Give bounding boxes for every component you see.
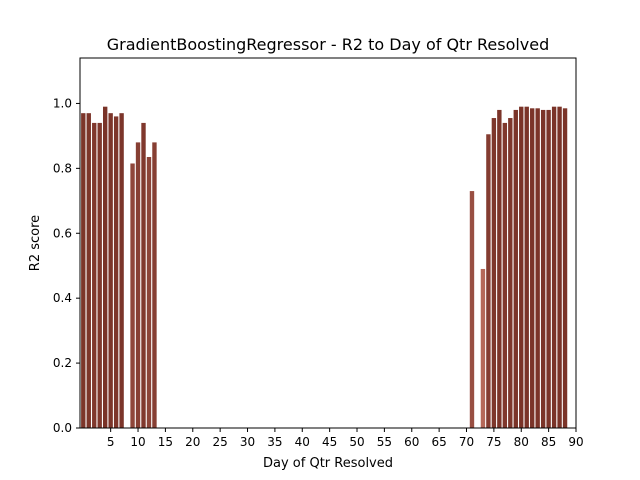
y-tick-label: 0.6 — [53, 226, 72, 240]
x-tick-label: 20 — [185, 435, 200, 449]
x-tick-label: 55 — [377, 435, 392, 449]
bar-day-13 — [152, 142, 157, 428]
bar-day-76 — [497, 109, 502, 429]
y-tick-label: 0.4 — [53, 291, 72, 305]
x-tick-label: 90 — [568, 435, 583, 449]
x-tick-label: 30 — [240, 435, 255, 449]
bar-day-84 — [540, 109, 546, 429]
x-tick-label: 70 — [459, 435, 474, 449]
bar-day-1 — [86, 113, 91, 428]
plot-frame — [79, 57, 577, 429]
bar-day-6 — [113, 116, 119, 428]
chart-title: GradientBoostingRegressor - R2 to Day of… — [107, 35, 550, 54]
bar-day-80 — [519, 106, 524, 429]
bar-day-81 — [524, 106, 529, 429]
bar-day-74 — [486, 134, 491, 429]
bar-day-0 — [81, 113, 86, 428]
x-tick-label: 65 — [431, 435, 446, 449]
bar-day-4 — [102, 106, 108, 429]
y-axis-ticks: 0.0 0.2 0.4 0.6 0.8 1.0 — [53, 96, 80, 435]
bar-day-3 — [97, 122, 102, 428]
x-tick-label: 85 — [541, 435, 556, 449]
x-tick-label: 10 — [130, 435, 145, 449]
bar-day-10 — [135, 142, 141, 428]
x-tick-label: 40 — [295, 435, 310, 449]
bar-day-75 — [491, 118, 497, 429]
bar-day-86 — [551, 106, 557, 429]
x-tick-label: 5 — [107, 435, 115, 449]
bar-day-77 — [502, 122, 508, 428]
x-axis-label: Day of Qtr Resolved — [263, 456, 393, 471]
bar-day-7 — [119, 113, 124, 428]
bar-day-85 — [546, 109, 551, 429]
bar-day-12 — [146, 156, 152, 429]
x-tick-label: 15 — [158, 435, 173, 449]
x-tick-label: 80 — [514, 435, 529, 449]
y-tick-label: 0.2 — [53, 356, 72, 370]
bar-day-11 — [141, 122, 146, 428]
bar-day-83 — [535, 108, 540, 429]
bar-day-82 — [530, 108, 535, 429]
x-tick-label: 25 — [213, 435, 228, 449]
x-tick-label: 60 — [404, 435, 419, 449]
bars-group — [81, 106, 568, 429]
bar-day-88 — [562, 108, 568, 429]
y-tick-label: 0.8 — [53, 161, 72, 175]
x-axis-ticks: 5 10 15 20 25 30 35 40 45 50 55 60 65 70 75 80 85 90 — [107, 428, 584, 449]
y-tick-label: 1.0 — [53, 96, 72, 110]
bar-day-73 — [480, 268, 486, 428]
x-tick-label: 75 — [486, 435, 501, 449]
bar-day-79 — [513, 109, 518, 429]
bar-day-2 — [92, 122, 97, 428]
bar-day-71 — [469, 191, 475, 428]
x-tick-label: 45 — [322, 435, 337, 449]
y-axis-label: R2 score — [28, 215, 43, 271]
x-tick-label: 35 — [267, 435, 282, 449]
bar-day-9 — [130, 163, 135, 428]
x-tick-label: 50 — [349, 435, 364, 449]
bar-day-87 — [557, 106, 562, 429]
y-tick-label: 0.0 — [53, 421, 72, 435]
bar-day-78 — [508, 118, 513, 429]
bar-day-5 — [108, 113, 113, 428]
